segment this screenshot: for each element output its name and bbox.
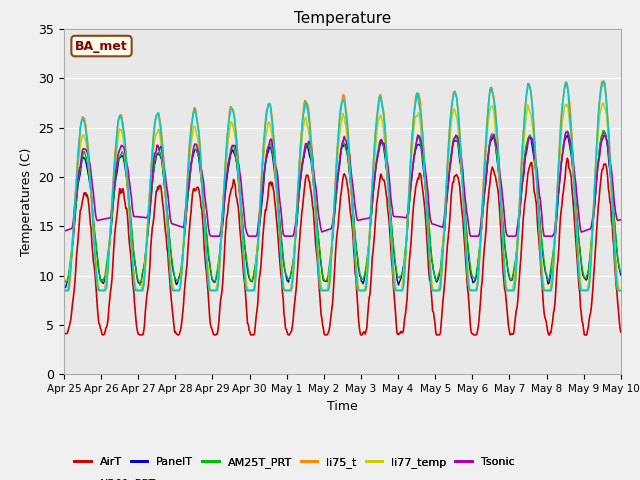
AirT bbox=[214, 326, 222, 332]
li77_temp bbox=[127, 240, 135, 245]
AirT bbox=[184, 246, 192, 252]
PanelT bbox=[71, 218, 79, 224]
li75_t bbox=[127, 242, 135, 248]
AM25T_PRT bbox=[600, 128, 607, 133]
li75_t bbox=[392, 288, 399, 293]
AirT bbox=[211, 332, 218, 338]
Line: AirT: AirT bbox=[64, 158, 621, 335]
AirT bbox=[428, 286, 435, 292]
li75_t bbox=[617, 288, 625, 293]
li75_t bbox=[600, 78, 607, 84]
AirT bbox=[617, 329, 625, 335]
Tsonic bbox=[184, 188, 192, 193]
NR01_PRT bbox=[127, 241, 135, 247]
PanelT bbox=[61, 285, 69, 290]
NR01_PRT bbox=[617, 288, 625, 293]
X-axis label: Time: Time bbox=[327, 400, 358, 413]
AM25T_PRT bbox=[428, 248, 435, 253]
Tsonic bbox=[617, 217, 625, 223]
li75_t bbox=[411, 101, 419, 107]
Tsonic bbox=[127, 193, 135, 199]
Line: NR01_PRT: NR01_PRT bbox=[64, 82, 621, 290]
AM25T_PRT bbox=[136, 282, 144, 288]
NR01_PRT bbox=[70, 213, 78, 219]
Legend: AirT, PanelT, AM25T_PRT, li75_t, li77_temp, Tsonic: AirT, PanelT, AM25T_PRT, li75_t, li77_te… bbox=[70, 453, 519, 472]
NR01_PRT bbox=[60, 288, 68, 293]
PanelT bbox=[60, 282, 68, 288]
Tsonic bbox=[60, 228, 68, 234]
AM25T_PRT bbox=[617, 269, 625, 275]
AirT bbox=[60, 330, 68, 336]
Tsonic bbox=[428, 219, 435, 225]
Line: PanelT: PanelT bbox=[64, 132, 621, 288]
Tsonic bbox=[564, 129, 572, 135]
AirT bbox=[411, 192, 419, 198]
AirT bbox=[70, 288, 78, 294]
li75_t bbox=[214, 285, 221, 291]
Line: li75_t: li75_t bbox=[64, 81, 621, 290]
Text: BA_met: BA_met bbox=[75, 39, 128, 52]
AirT bbox=[564, 156, 572, 161]
Title: Temperature: Temperature bbox=[294, 11, 391, 26]
Line: AM25T_PRT: AM25T_PRT bbox=[64, 131, 621, 285]
AirT bbox=[127, 261, 135, 267]
Y-axis label: Temperatures (C): Temperatures (C) bbox=[20, 147, 33, 256]
li77_temp bbox=[214, 279, 221, 285]
AM25T_PRT bbox=[60, 276, 68, 282]
li75_t bbox=[70, 214, 78, 220]
AM25T_PRT bbox=[185, 185, 193, 191]
NR01_PRT bbox=[426, 271, 434, 277]
Line: li77_temp: li77_temp bbox=[64, 103, 621, 290]
li75_t bbox=[428, 277, 435, 283]
li77_temp bbox=[410, 125, 418, 131]
Tsonic bbox=[70, 211, 78, 217]
PanelT bbox=[185, 187, 193, 192]
li77_temp bbox=[60, 288, 68, 293]
NR01_PRT bbox=[410, 111, 418, 117]
PanelT bbox=[411, 151, 419, 157]
li75_t bbox=[184, 168, 192, 173]
li77_temp bbox=[599, 100, 607, 106]
li75_t bbox=[60, 288, 68, 293]
AM25T_PRT bbox=[70, 221, 78, 227]
NR01_PRT bbox=[184, 169, 192, 175]
li77_temp bbox=[70, 213, 78, 219]
PanelT bbox=[600, 129, 607, 135]
AM25T_PRT bbox=[127, 221, 135, 227]
NR01_PRT bbox=[214, 287, 221, 293]
Tsonic bbox=[214, 233, 221, 239]
PanelT bbox=[617, 272, 625, 278]
li77_temp bbox=[617, 288, 625, 293]
Tsonic bbox=[411, 150, 419, 156]
Tsonic bbox=[281, 233, 289, 239]
NR01_PRT bbox=[562, 79, 570, 85]
PanelT bbox=[428, 250, 435, 255]
AM25T_PRT bbox=[214, 262, 222, 268]
li77_temp bbox=[426, 261, 434, 267]
PanelT bbox=[214, 265, 222, 271]
li77_temp bbox=[184, 176, 192, 181]
AM25T_PRT bbox=[411, 148, 419, 154]
Line: Tsonic: Tsonic bbox=[64, 132, 621, 236]
PanelT bbox=[128, 235, 136, 240]
